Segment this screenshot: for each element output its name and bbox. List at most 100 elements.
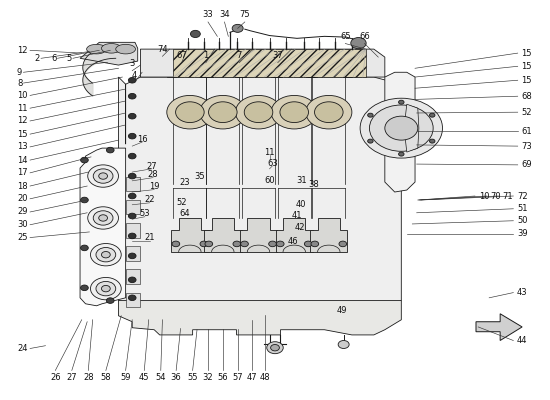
Circle shape: [128, 78, 136, 83]
Circle shape: [172, 241, 180, 247]
Circle shape: [98, 173, 107, 179]
Circle shape: [360, 98, 443, 158]
Text: 35: 35: [194, 172, 205, 181]
Circle shape: [430, 113, 435, 117]
Circle shape: [232, 24, 243, 32]
Text: 24: 24: [17, 344, 28, 353]
Circle shape: [385, 116, 418, 140]
Text: 58: 58: [101, 373, 111, 382]
Text: 67: 67: [176, 51, 187, 60]
Text: 37: 37: [272, 51, 283, 60]
Text: autospares: autospares: [292, 186, 389, 214]
Circle shape: [128, 233, 136, 239]
Text: autospares: autospares: [117, 138, 214, 166]
Circle shape: [91, 278, 121, 300]
Polygon shape: [125, 270, 140, 284]
Polygon shape: [125, 293, 140, 307]
Text: 72: 72: [517, 192, 527, 200]
Text: 27: 27: [146, 162, 157, 170]
Circle shape: [235, 96, 282, 129]
Text: 30: 30: [17, 220, 28, 229]
Text: 29: 29: [17, 208, 28, 216]
Text: 66: 66: [359, 32, 370, 41]
Text: 18: 18: [17, 182, 28, 190]
Text: 57: 57: [232, 373, 243, 382]
Polygon shape: [404, 104, 419, 152]
Text: 31: 31: [296, 176, 307, 185]
Polygon shape: [385, 72, 415, 192]
Circle shape: [267, 342, 283, 354]
Text: 63: 63: [267, 159, 278, 168]
Circle shape: [98, 215, 107, 221]
Circle shape: [128, 133, 136, 139]
Circle shape: [338, 340, 349, 348]
Circle shape: [101, 252, 110, 258]
Circle shape: [271, 96, 317, 129]
Text: 60: 60: [264, 176, 275, 185]
Text: 55: 55: [188, 373, 198, 382]
Text: 33: 33: [202, 10, 213, 19]
Text: 50: 50: [517, 216, 527, 225]
Circle shape: [269, 241, 276, 247]
Circle shape: [128, 193, 136, 199]
Circle shape: [430, 139, 435, 143]
Polygon shape: [80, 42, 138, 65]
Text: 52: 52: [521, 108, 532, 117]
Circle shape: [128, 113, 136, 119]
Text: 48: 48: [260, 373, 271, 382]
Text: 34: 34: [219, 10, 230, 19]
Polygon shape: [310, 218, 348, 252]
Text: 59: 59: [120, 373, 131, 382]
Text: 5: 5: [67, 54, 72, 63]
Circle shape: [280, 102, 309, 122]
Text: 15: 15: [521, 62, 532, 71]
Circle shape: [94, 169, 113, 183]
Polygon shape: [204, 218, 241, 252]
Circle shape: [96, 248, 115, 262]
Circle shape: [94, 211, 113, 225]
Text: 61: 61: [521, 127, 532, 136]
Text: 49: 49: [337, 306, 347, 316]
Circle shape: [306, 96, 352, 129]
Text: 45: 45: [139, 373, 150, 382]
Text: 15: 15: [17, 130, 28, 139]
Text: 51: 51: [517, 204, 527, 213]
Circle shape: [175, 102, 204, 122]
Circle shape: [128, 153, 136, 159]
Circle shape: [311, 241, 318, 247]
Text: 20: 20: [17, 194, 28, 203]
Text: 38: 38: [308, 180, 319, 188]
Circle shape: [81, 157, 89, 163]
Text: 46: 46: [288, 238, 299, 246]
Text: 47: 47: [246, 373, 257, 382]
Text: 26: 26: [50, 373, 60, 382]
Text: 56: 56: [217, 373, 228, 382]
Circle shape: [367, 139, 373, 143]
Text: 9: 9: [17, 68, 22, 77]
Text: 12: 12: [17, 46, 28, 55]
Polygon shape: [173, 49, 366, 77]
Circle shape: [370, 105, 433, 151]
Text: 1: 1: [203, 51, 208, 60]
Circle shape: [128, 277, 136, 283]
Text: 52: 52: [177, 198, 187, 207]
Text: 10: 10: [17, 91, 28, 100]
Text: 74: 74: [157, 45, 168, 54]
Circle shape: [271, 344, 279, 351]
Polygon shape: [125, 223, 140, 238]
Text: 15: 15: [521, 76, 532, 85]
Circle shape: [91, 244, 121, 266]
Text: 44: 44: [517, 336, 527, 345]
Text: 10: 10: [478, 192, 489, 200]
Circle shape: [399, 100, 404, 104]
Circle shape: [128, 295, 136, 300]
Text: 65: 65: [340, 32, 350, 41]
Text: 36: 36: [170, 373, 182, 382]
Text: 25: 25: [17, 233, 28, 242]
Polygon shape: [80, 148, 125, 306]
Polygon shape: [240, 218, 277, 252]
Circle shape: [101, 286, 110, 292]
Circle shape: [399, 152, 404, 156]
Circle shape: [81, 245, 89, 251]
Text: 53: 53: [140, 210, 150, 218]
